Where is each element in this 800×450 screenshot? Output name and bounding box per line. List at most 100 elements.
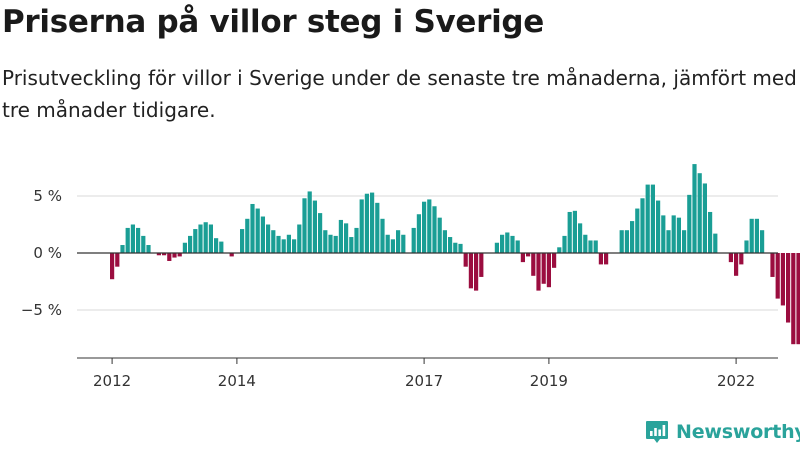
bar bbox=[416, 214, 421, 253]
bar bbox=[260, 216, 265, 253]
bar bbox=[739, 253, 744, 265]
bar bbox=[146, 245, 151, 253]
bar bbox=[427, 199, 432, 253]
bar bbox=[650, 184, 655, 253]
bar bbox=[136, 227, 141, 253]
bar bbox=[635, 208, 640, 253]
bar bbox=[266, 224, 271, 253]
y-tick-label: 0 % bbox=[33, 244, 62, 262]
bar bbox=[432, 206, 437, 253]
bar bbox=[494, 242, 499, 253]
bar bbox=[390, 239, 395, 253]
bar bbox=[401, 234, 406, 253]
bar bbox=[359, 199, 364, 253]
bar bbox=[505, 232, 510, 253]
bar bbox=[515, 240, 520, 253]
bar bbox=[323, 230, 328, 253]
bar bbox=[546, 253, 551, 288]
newsworthy-logo-icon bbox=[646, 421, 668, 443]
bar bbox=[754, 218, 759, 253]
bar bbox=[588, 240, 593, 253]
x-tick-label: 2022 bbox=[717, 372, 755, 390]
bar bbox=[229, 253, 234, 257]
newsworthy-logo: Newsworthy bbox=[644, 419, 800, 445]
bar bbox=[520, 253, 525, 263]
y-tick-label: 5 % bbox=[33, 187, 62, 205]
x-tick-label: 2017 bbox=[405, 372, 443, 390]
bar bbox=[219, 241, 224, 253]
x-tick-label: 2014 bbox=[218, 372, 256, 390]
bar bbox=[791, 253, 796, 345]
bar bbox=[510, 235, 515, 253]
bar bbox=[593, 240, 598, 253]
bar bbox=[572, 210, 577, 253]
bar bbox=[411, 227, 416, 253]
bar-chart: 5 %0 %−5 %2012201420172019202220241 % bbox=[21, 164, 800, 390]
bar bbox=[692, 164, 697, 253]
bar bbox=[536, 253, 541, 291]
bar bbox=[385, 234, 390, 253]
bar bbox=[656, 200, 661, 253]
bar bbox=[130, 224, 135, 253]
bar bbox=[177, 253, 182, 257]
bar bbox=[562, 235, 567, 253]
bar bbox=[349, 237, 354, 253]
bar bbox=[702, 183, 707, 253]
bar bbox=[396, 230, 401, 253]
bar bbox=[344, 223, 349, 253]
bar bbox=[682, 230, 687, 253]
bar bbox=[297, 224, 302, 253]
bar bbox=[141, 235, 146, 253]
bar bbox=[645, 184, 650, 253]
bar bbox=[671, 215, 676, 253]
bar bbox=[458, 243, 463, 253]
bar bbox=[271, 230, 276, 253]
bar bbox=[328, 234, 333, 253]
bar bbox=[713, 233, 718, 253]
y-tick-label: −5 % bbox=[21, 301, 62, 319]
x-tick-label: 2012 bbox=[93, 372, 131, 390]
bar bbox=[796, 253, 800, 345]
bar bbox=[453, 242, 458, 253]
bar bbox=[188, 235, 193, 253]
bar bbox=[338, 219, 343, 253]
bar bbox=[780, 253, 785, 306]
bar bbox=[110, 253, 115, 280]
bar bbox=[468, 253, 473, 289]
bar bbox=[292, 239, 297, 253]
bar bbox=[214, 238, 219, 253]
bar bbox=[115, 253, 120, 267]
newsworthy-logo-text: Newsworthy bbox=[676, 421, 800, 443]
bar bbox=[630, 221, 635, 253]
bar bbox=[479, 253, 484, 277]
bar bbox=[380, 218, 385, 253]
bar bbox=[744, 240, 749, 253]
bar bbox=[687, 194, 692, 253]
bar bbox=[281, 239, 286, 253]
bar bbox=[125, 227, 130, 253]
bar bbox=[786, 253, 791, 323]
bar bbox=[250, 203, 255, 253]
chart-title: Priserna på villor steg i Sverige bbox=[2, 4, 545, 40]
bar bbox=[734, 253, 739, 276]
bar bbox=[578, 223, 583, 253]
bar bbox=[728, 253, 733, 263]
bar bbox=[172, 253, 177, 258]
bar bbox=[276, 235, 281, 253]
bar bbox=[208, 224, 213, 253]
bar bbox=[167, 253, 172, 261]
bar bbox=[182, 242, 187, 253]
bar bbox=[666, 230, 671, 253]
bar bbox=[749, 218, 754, 253]
bar bbox=[442, 230, 447, 253]
x-tick-label: 2019 bbox=[530, 372, 568, 390]
bar bbox=[448, 237, 453, 253]
bar bbox=[552, 253, 557, 268]
bar bbox=[619, 230, 624, 253]
bar bbox=[422, 201, 427, 253]
bar bbox=[437, 217, 442, 253]
bar bbox=[604, 253, 609, 265]
bar bbox=[463, 253, 468, 267]
bar bbox=[162, 253, 167, 256]
chart-subtitle: Prisutveckling för villor i Sverige unde… bbox=[2, 66, 797, 122]
